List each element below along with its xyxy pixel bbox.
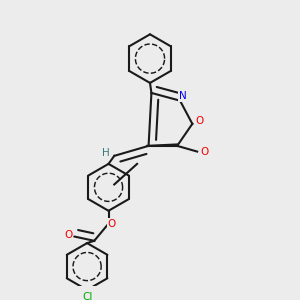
Text: O: O bbox=[64, 230, 73, 240]
Text: O: O bbox=[200, 147, 208, 157]
Text: O: O bbox=[195, 116, 204, 126]
Text: O: O bbox=[107, 219, 116, 229]
Text: H: H bbox=[102, 148, 110, 158]
Text: N: N bbox=[179, 92, 187, 101]
Text: Cl: Cl bbox=[82, 292, 92, 300]
